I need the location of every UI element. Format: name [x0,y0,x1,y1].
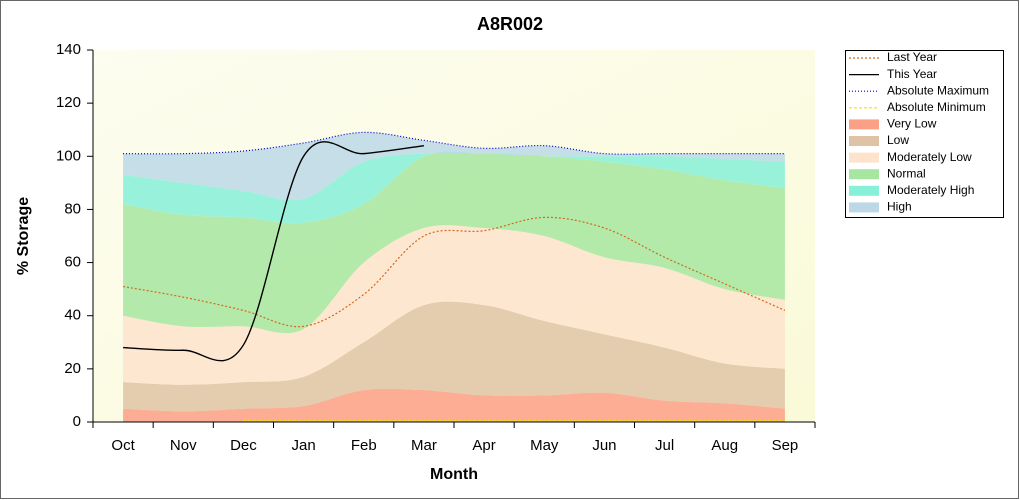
chart-title: A8R002 [477,14,543,34]
legend-label: Moderately Low [887,150,972,164]
x-tick-label: May [530,437,559,454]
legend-label: Low [887,133,909,147]
y-axis-label: % Storage [15,197,32,275]
band-area [123,151,785,334]
series-line [123,141,425,362]
legend-swatch [849,169,879,180]
legend-label: Moderately High [887,183,974,197]
x-tick-label: Aug [711,437,738,454]
legend-swatch [849,119,879,130]
legend-label: Last Year [887,50,937,64]
y-tick-label: 120 [56,94,81,111]
x-tick-label: Oct [111,437,135,454]
x-tick-label: Mar [411,437,437,454]
x-tick-label: Jun [592,437,616,454]
band-area [123,388,785,422]
x-tick-label: Jan [291,437,315,454]
legend-label: Absolute Minimum [887,100,986,114]
x-tick-label: Feb [351,437,377,454]
legend-swatch [849,152,879,163]
band-area [123,151,785,224]
lines [122,131,786,422]
x-tick-label: Dec [230,437,257,454]
legend-swatch [849,136,879,146]
band-area [123,225,785,385]
y-tick-label: 40 [64,307,81,324]
y-tick-label: 20 [64,360,81,377]
legend-label: Absolute Maximum [887,83,989,97]
legend-swatch [849,202,879,213]
x-tick-label: Apr [472,437,495,454]
band-area [123,301,785,412]
x-tick-label: Nov [170,437,197,454]
legend-label: High [887,200,912,214]
legend-label: Very Low [887,117,937,131]
y-tick-label: 60 [64,254,81,271]
x-tick-label: Jul [655,437,674,454]
legend-label: Normal [887,166,926,180]
legend-swatch [849,185,879,196]
areas [123,132,785,422]
y-tick-label: 80 [64,200,81,217]
y-tick-label: 140 [56,41,81,58]
legend-label: This Year [887,67,937,81]
y-tick-label: 100 [56,147,81,164]
x-tick-label: Sep [772,437,799,454]
series-line [123,131,785,155]
band-area [123,132,785,201]
y-tick-label: 0 [73,413,81,430]
x-axis-label: Month [430,466,478,483]
